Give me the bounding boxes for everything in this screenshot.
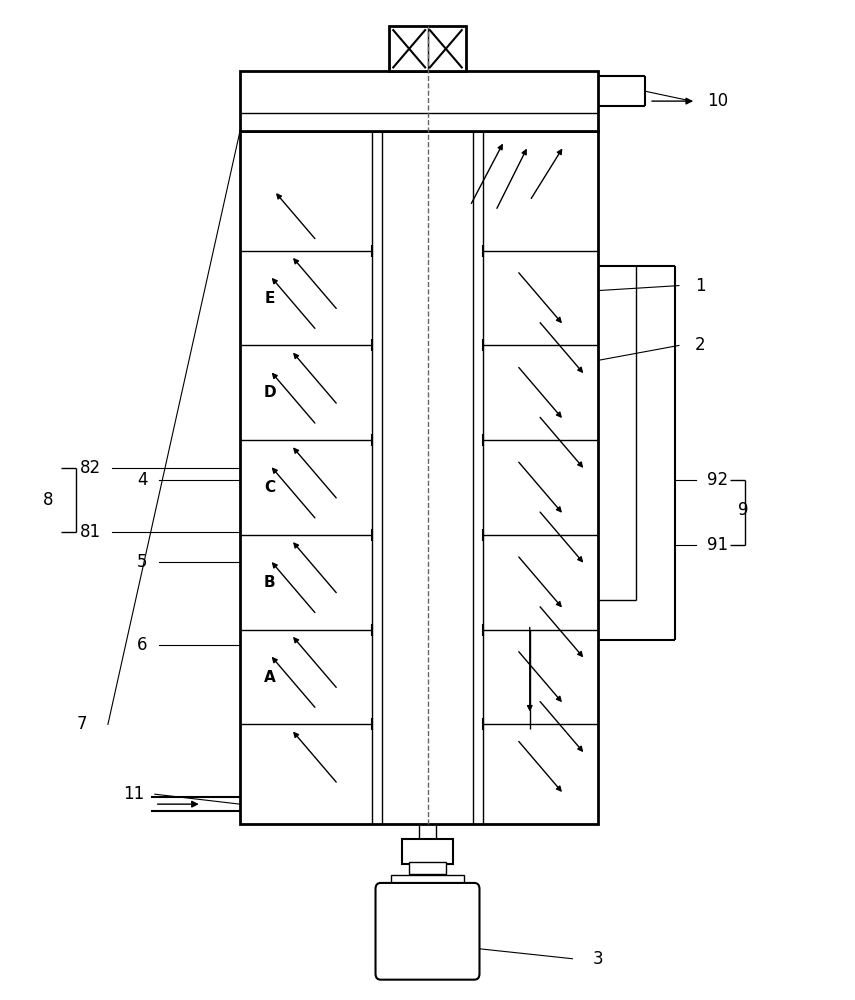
Bar (389, 26, 466, 71)
Bar (240, 131, 598, 824)
Text: 10: 10 (707, 92, 728, 110)
Text: 9: 9 (738, 501, 748, 519)
Text: B: B (264, 575, 275, 590)
Bar (240, 71, 598, 131)
Bar (409, 862, 446, 874)
FancyBboxPatch shape (375, 883, 480, 980)
Text: 7: 7 (77, 715, 87, 733)
Bar (402, 839, 453, 864)
Text: 5: 5 (137, 553, 147, 571)
Text: 92: 92 (707, 471, 728, 489)
Text: 2: 2 (695, 336, 705, 354)
Text: D: D (263, 385, 276, 400)
Text: 6: 6 (137, 636, 147, 654)
Text: 8: 8 (43, 491, 54, 509)
Text: 11: 11 (123, 785, 144, 803)
Bar (410, 922, 445, 950)
Text: 1: 1 (695, 277, 705, 295)
Bar (391, 875, 464, 889)
Text: C: C (264, 480, 275, 495)
Text: E: E (265, 291, 275, 306)
Text: 82: 82 (80, 459, 102, 477)
Text: 91: 91 (707, 536, 728, 554)
Text: 3: 3 (593, 950, 604, 968)
Text: A: A (264, 670, 275, 685)
Text: 4: 4 (137, 471, 147, 489)
Text: 81: 81 (80, 523, 102, 541)
